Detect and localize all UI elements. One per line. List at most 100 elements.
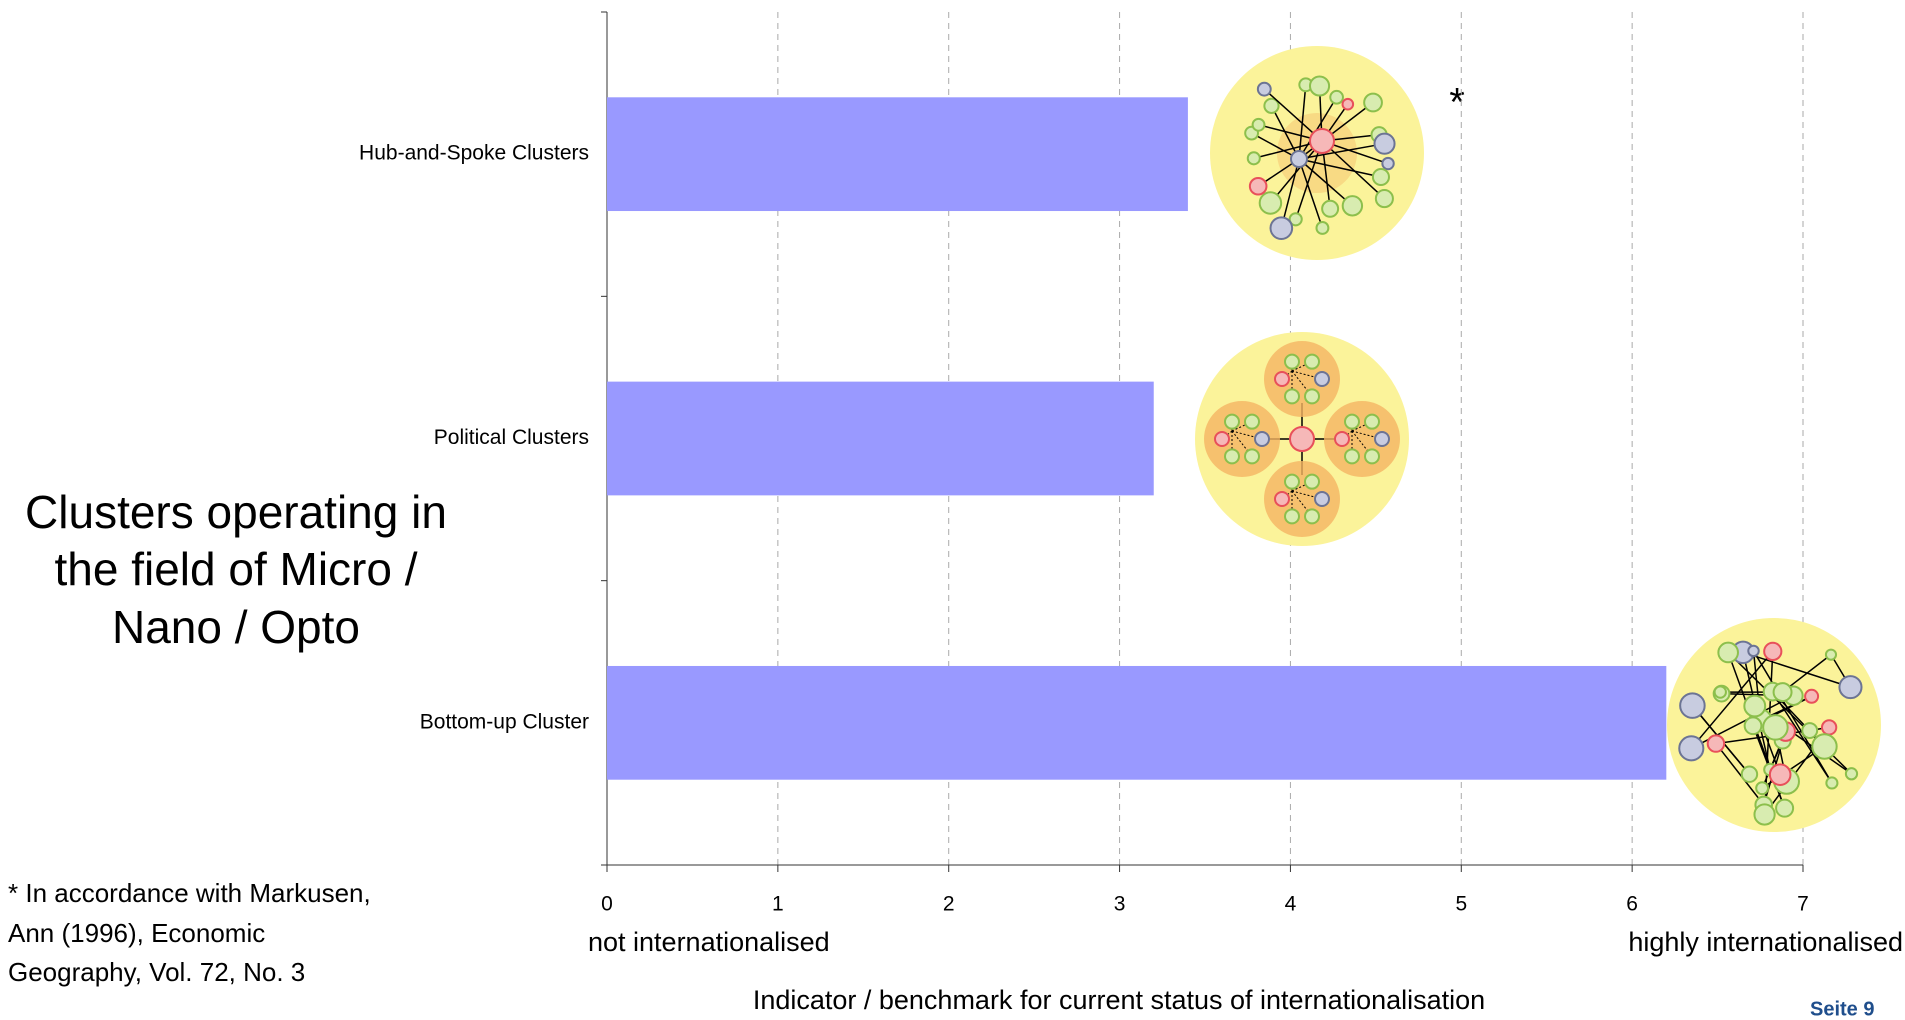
node — [1678, 735, 1705, 762]
cluster-icon — [1210, 46, 1424, 260]
node — [1374, 431, 1390, 447]
x-tick-label: 4 — [1285, 893, 1297, 916]
node — [1304, 508, 1321, 525]
node — [1309, 128, 1335, 154]
node — [1254, 431, 1270, 447]
node — [1801, 722, 1819, 739]
x-axis-high-label: highly internationalised — [1628, 927, 1903, 957]
node — [1747, 644, 1760, 658]
footnote: Ann (1996), Economic — [8, 918, 265, 948]
x-tick-label: 1 — [772, 893, 784, 916]
node — [1269, 216, 1294, 240]
edge — [1298, 158, 1324, 229]
node — [1363, 413, 1380, 430]
y-tick-label: Bottom-up Cluster — [420, 710, 589, 733]
annotation: * — [1449, 81, 1465, 125]
bar — [607, 665, 1667, 780]
node — [1717, 641, 1739, 664]
node — [1246, 151, 1261, 166]
node — [1341, 195, 1364, 217]
node — [1283, 353, 1300, 370]
node — [1371, 167, 1390, 187]
node — [1706, 734, 1726, 753]
node — [1363, 92, 1383, 113]
edge — [1280, 158, 1300, 229]
node — [1304, 388, 1321, 405]
node — [1315, 221, 1330, 235]
node — [1364, 448, 1381, 465]
node — [1303, 353, 1320, 370]
node — [1308, 75, 1331, 97]
node — [1679, 692, 1706, 719]
sub-cluster — [1204, 401, 1280, 477]
node — [1838, 675, 1863, 700]
sub-cluster — [1264, 461, 1340, 537]
node — [1373, 132, 1396, 155]
page-label: Seite 9 — [1810, 998, 1874, 1020]
node — [1775, 798, 1795, 818]
node — [1251, 117, 1266, 132]
node — [1753, 803, 1776, 826]
y-tick-label: Hub-and-Spoke Clusters — [359, 142, 589, 165]
node — [1743, 694, 1767, 718]
edge — [1690, 650, 1774, 749]
side-label: Clusters operating in — [25, 486, 447, 538]
node — [1284, 508, 1301, 525]
edge — [1742, 651, 1851, 688]
x-tick-label: 7 — [1797, 893, 1809, 916]
x-tick-label: 3 — [1114, 893, 1126, 916]
edge — [1298, 158, 1353, 207]
node — [1283, 473, 1300, 490]
node — [1290, 150, 1308, 168]
edge — [1270, 105, 1300, 160]
node — [1258, 191, 1283, 215]
edge — [1231, 430, 1253, 457]
node — [1824, 648, 1838, 661]
edge — [1715, 743, 1765, 806]
edge — [1298, 101, 1374, 160]
footnote: * In accordance with Markusen, — [8, 878, 371, 908]
node — [1713, 685, 1727, 699]
node — [1284, 388, 1301, 405]
node — [1314, 491, 1330, 507]
edge — [1298, 96, 1338, 160]
edge — [1294, 140, 1323, 220]
node — [1314, 371, 1330, 387]
edge — [1298, 84, 1307, 160]
node — [1374, 189, 1394, 209]
node — [1844, 767, 1859, 781]
edge — [1298, 142, 1385, 160]
node — [1755, 781, 1770, 796]
node — [1321, 199, 1340, 218]
node — [1274, 491, 1290, 508]
node — [1762, 714, 1789, 741]
node — [1256, 81, 1272, 97]
node — [1223, 413, 1240, 430]
node — [1381, 156, 1395, 171]
bar — [607, 381, 1154, 496]
edge — [1291, 490, 1313, 517]
node — [1334, 431, 1350, 448]
side-label: the field of Micro / — [54, 543, 417, 595]
node — [1303, 473, 1320, 490]
node — [1763, 641, 1783, 662]
node — [1820, 719, 1838, 736]
side-label: Nano / Opto — [112, 601, 360, 653]
edge — [1251, 132, 1300, 160]
node — [1343, 413, 1360, 430]
sub-cluster — [1264, 341, 1340, 417]
bar — [607, 97, 1188, 212]
edge — [1321, 140, 1385, 200]
footnote: Geography, Vol. 72, No. 3 — [8, 957, 305, 987]
edge — [1298, 158, 1382, 178]
node — [1248, 176, 1268, 196]
node — [1289, 426, 1315, 452]
node — [1811, 733, 1838, 760]
node — [1344, 448, 1361, 465]
node — [1214, 431, 1230, 448]
node — [1244, 448, 1261, 465]
edge — [1351, 430, 1373, 457]
cluster-icon — [1667, 618, 1881, 832]
node — [1768, 763, 1792, 786]
node — [1804, 688, 1820, 704]
